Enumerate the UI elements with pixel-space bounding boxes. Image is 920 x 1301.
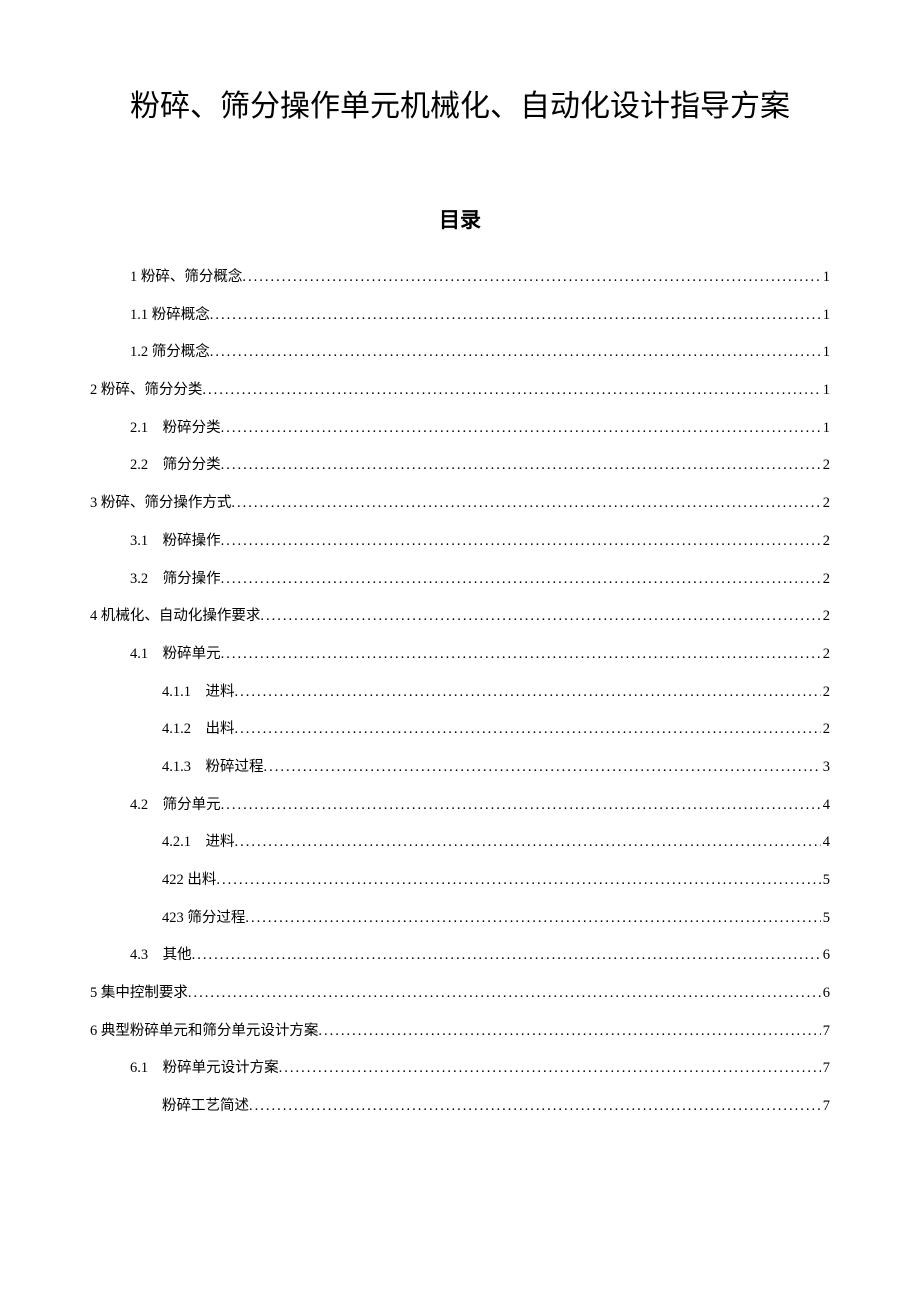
toc-entry-page: 1	[821, 372, 830, 410]
toc-entry: 4.3 其他 6	[90, 937, 830, 975]
toc-entry: 1.2 筛分概念 1	[90, 334, 830, 372]
toc-dots	[221, 561, 821, 599]
toc-dots	[242, 259, 820, 297]
toc-dots	[221, 787, 821, 825]
toc-entry: 4.1.3 粉碎过程 3	[90, 749, 830, 787]
toc-entry-page: 1	[821, 410, 830, 448]
toc-entry: 4.2.1 进料 4	[90, 824, 830, 862]
toc-entry-label: 422 出料	[162, 862, 216, 900]
toc-entry-page: 5	[821, 900, 830, 938]
toc-entry: 6 典型粉碎单元和筛分单元设计方案 7	[90, 1013, 830, 1051]
toc-entry-label: 4.2 筛分单元	[130, 787, 221, 825]
toc-dots	[318, 1013, 820, 1051]
toc-entry: 3.1 粉碎操作 2	[90, 523, 830, 561]
toc-entry: 1.1 粉碎概念 1	[90, 297, 830, 335]
toc-dots	[216, 862, 820, 900]
toc-entry: 6.1 粉碎单元设计方案 7	[90, 1050, 830, 1088]
toc-entry-label: 2.1 粉碎分类	[130, 410, 221, 448]
toc-dots	[210, 334, 821, 372]
toc-entry-page: 7	[821, 1088, 830, 1126]
toc-dots	[231, 485, 820, 523]
toc-entry-page: 3	[821, 749, 830, 787]
toc-entry: 4.1 粉碎单元 2	[90, 636, 830, 674]
toc-entry-label: 1 粉碎、筛分概念	[130, 259, 242, 297]
toc-entry: 423 筛分过程 5	[90, 900, 830, 938]
toc-entry-label: 4.1 粉碎单元	[130, 636, 221, 674]
toc-entry-page: 7	[821, 1013, 830, 1051]
toc-entry-page: 6	[821, 975, 830, 1013]
toc-entry-page: 4	[821, 824, 830, 862]
toc-entry-page: 2	[821, 711, 830, 749]
toc-dots	[260, 598, 820, 636]
toc-dots	[279, 1050, 821, 1088]
toc-dots	[235, 711, 821, 749]
toc-entry: 4.1.1 进料 2	[90, 674, 830, 712]
toc-dots	[188, 975, 821, 1013]
toc-entry-label: 2 粉碎、筛分分类	[90, 372, 202, 410]
toc-entry-label: 1.2 筛分概念	[130, 334, 210, 372]
toc-entry-label: 4.1.2 出料	[162, 711, 235, 749]
toc-entry: 5 集中控制要求 6	[90, 975, 830, 1013]
toc-entry-page: 6	[821, 937, 830, 975]
toc-entry-page: 4	[821, 787, 830, 825]
toc-entry-page: 5	[821, 862, 830, 900]
toc-entry: 4 机械化、自动化操作要求 2	[90, 598, 830, 636]
toc-entry-page: 2	[821, 674, 830, 712]
toc-entry-page: 1	[821, 259, 830, 297]
toc-entry-label: 1.1 粉碎概念	[130, 297, 210, 335]
toc-container: 1 粉碎、筛分概念 11.1 粉碎概念11.2 筛分概念12 粉碎、筛分分类 1…	[90, 259, 830, 1126]
toc-entry: 1 粉碎、筛分概念 1	[90, 259, 830, 297]
toc-entry-label: 4 机械化、自动化操作要求	[90, 598, 260, 636]
toc-entry-label: 2.2 筛分分类	[130, 447, 221, 485]
toc-dots	[245, 900, 820, 938]
toc-entry-page: 1	[821, 297, 830, 335]
toc-entry-label: 4.1.3 粉碎过程	[162, 749, 264, 787]
toc-entry: 3 粉碎、筛分操作方式 2	[90, 485, 830, 523]
toc-entry-label: 4.3 其他	[130, 937, 192, 975]
toc-entry: 2.2 筛分分类 2	[90, 447, 830, 485]
toc-dots	[235, 824, 821, 862]
toc-dots	[202, 372, 820, 410]
toc-dots	[235, 674, 821, 712]
toc-entry-page: 1	[821, 334, 830, 372]
toc-entry-label: 4.1.1 进料	[162, 674, 235, 712]
toc-entry: 粉碎工艺简述 7	[90, 1088, 830, 1126]
toc-entry: 422 出料 5	[90, 862, 830, 900]
toc-entry-page: 7	[821, 1050, 830, 1088]
toc-entry-label: 4.2.1 进料	[162, 824, 235, 862]
toc-entry-page: 2	[821, 598, 830, 636]
toc-entry-page: 2	[821, 447, 830, 485]
toc-dots	[221, 523, 821, 561]
toc-entry-label: 粉碎工艺简述	[162, 1088, 249, 1126]
document-title: 粉碎、筛分操作单元机械化、自动化设计指导方案	[90, 80, 830, 134]
toc-entry-label: 3 粉碎、筛分操作方式	[90, 485, 231, 523]
toc-heading: 目录	[90, 204, 830, 234]
toc-entry-label: 423 筛分过程	[162, 900, 245, 938]
toc-dots	[210, 297, 821, 335]
toc-entry-page: 2	[821, 523, 830, 561]
toc-entry: 3.2 筛分操作 2	[90, 561, 830, 599]
toc-entry: 4.1.2 出料 2	[90, 711, 830, 749]
toc-dots	[221, 410, 821, 448]
toc-dots	[221, 447, 821, 485]
toc-entry: 2 粉碎、筛分分类 1	[90, 372, 830, 410]
toc-dots	[264, 749, 821, 787]
toc-dots	[192, 937, 821, 975]
toc-entry-label: 3.2 筛分操作	[130, 561, 221, 599]
toc-entry-page: 2	[821, 561, 830, 599]
toc-entry: 4.2 筛分单元 4	[90, 787, 830, 825]
toc-dots	[221, 636, 821, 674]
toc-dots	[249, 1088, 821, 1126]
toc-entry-label: 3.1 粉碎操作	[130, 523, 221, 561]
toc-entry: 2.1 粉碎分类 1	[90, 410, 830, 448]
toc-entry-page: 2	[821, 636, 830, 674]
toc-entry-label: 6 典型粉碎单元和筛分单元设计方案	[90, 1013, 318, 1051]
toc-entry-page: 2	[821, 485, 830, 523]
toc-entry-label: 5 集中控制要求	[90, 975, 188, 1013]
toc-entry-label: 6.1 粉碎单元设计方案	[130, 1050, 279, 1088]
